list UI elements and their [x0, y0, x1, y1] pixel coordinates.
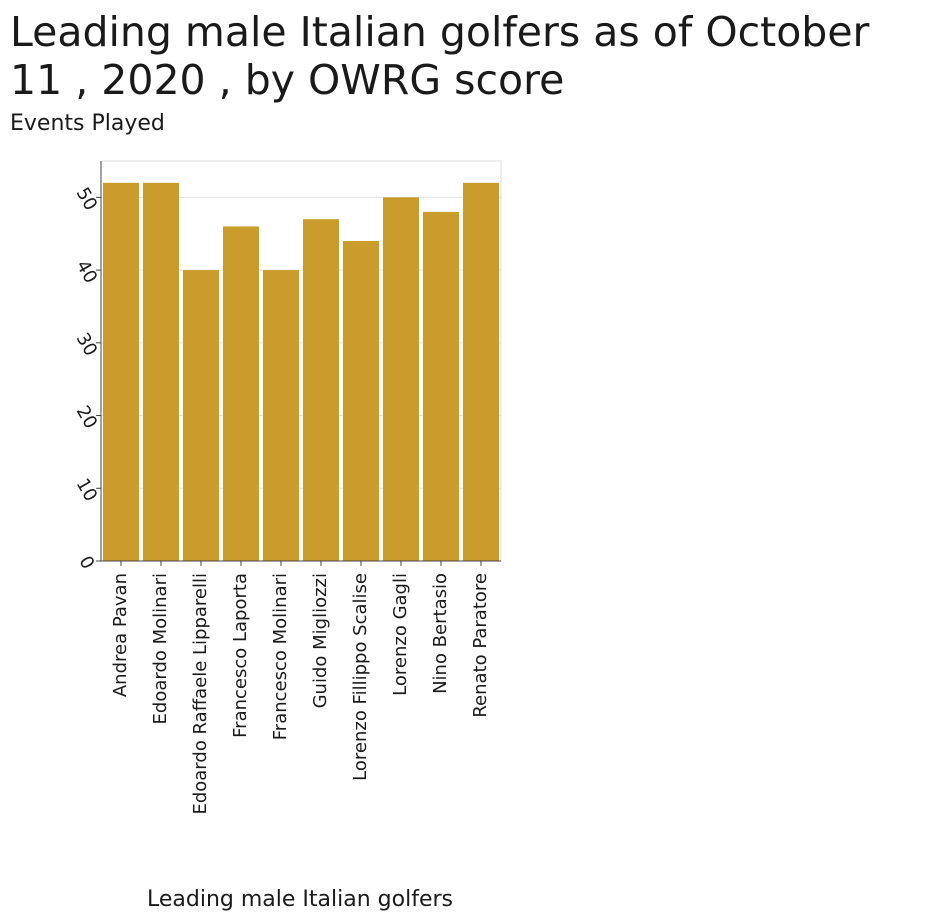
bar	[463, 182, 499, 561]
x-tick-label: Edoardo Raffaele Lipparelli	[190, 573, 211, 815]
bars	[103, 182, 499, 562]
bar	[183, 270, 219, 561]
x-tick-label: Francesco Molinari	[270, 573, 291, 740]
y-tick-labels: 0 10 20 30 40 50	[72, 184, 102, 573]
bar	[423, 211, 459, 561]
x-tick-label: Edoardo Molinari	[150, 573, 171, 724]
x-tick-label: Francesco Laporta	[230, 573, 251, 738]
bar	[143, 182, 179, 561]
x-tick-labels: Andrea Pavan Edoardo Molinari Edoardo Raff…	[110, 573, 491, 815]
x-tick-label: Renato Paratore	[470, 573, 491, 718]
y-tick-label: 50	[72, 184, 102, 214]
x-tick-label: Nino Bertasio	[430, 573, 451, 694]
x-tick-label: Guido Migliozzi	[310, 573, 331, 708]
x-tick-label: Lorenzo Fillippo Scalise	[350, 573, 371, 781]
y-axis-title: Events Played	[10, 111, 165, 136]
bar	[383, 197, 419, 561]
bar	[343, 241, 379, 561]
bar	[263, 270, 299, 561]
bar	[223, 226, 259, 562]
y-tick-label: 10	[72, 475, 102, 505]
y-tick-label: 20	[72, 402, 102, 432]
x-tick-label: Lorenzo Gagli	[390, 573, 411, 696]
bar	[303, 219, 339, 561]
y-tick-label: 0	[74, 553, 98, 573]
x-axis-title: Leading male Italian golfers	[147, 887, 453, 912]
y-tick-label: 30	[72, 329, 102, 359]
x-tick-label: Andrea Pavan	[110, 573, 131, 697]
y-tick-label: 40	[72, 257, 102, 287]
chart-title: Leading male Italian golfers as of Octob…	[10, 8, 870, 104]
bar	[103, 182, 139, 561]
axes	[96, 161, 501, 566]
